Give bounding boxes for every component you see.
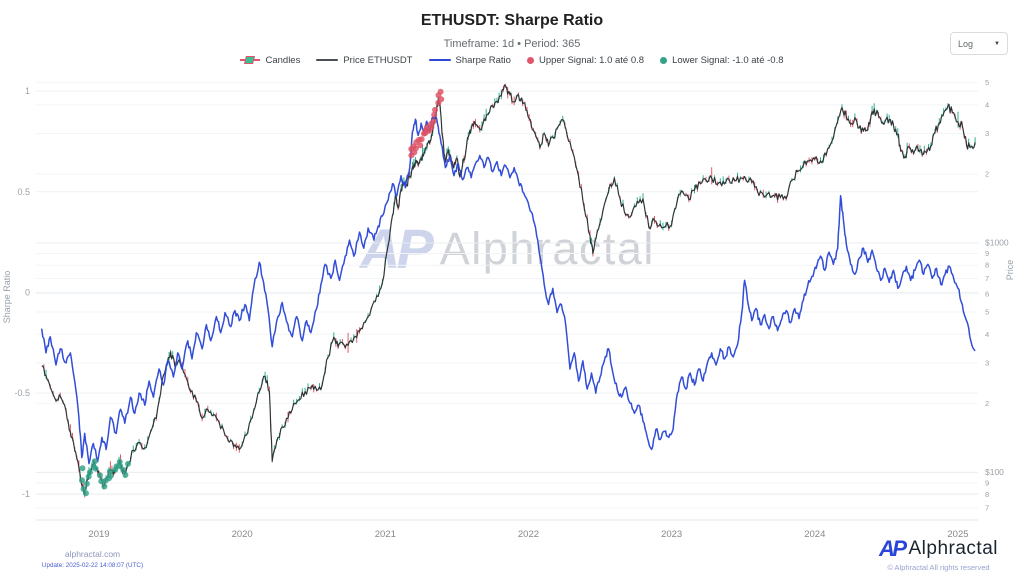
legend-item-candles[interactable]: Candles	[240, 54, 300, 66]
svg-text:9: 9	[985, 249, 989, 258]
update-timestamp: Update: 2025-02-22 14:08:07 (UTC)	[41, 562, 144, 569]
svg-text:2023: 2023	[661, 529, 682, 540]
svg-text:-0.5: -0.5	[14, 388, 30, 398]
svg-text:Sharpe Ratio: Sharpe Ratio	[2, 271, 12, 324]
legend-item-label: Price ETHUSDT	[343, 54, 413, 66]
page-title: ETHUSDT: Sharpe Ratio	[420, 12, 604, 29]
svg-text:$100: $100	[985, 467, 1004, 477]
svg-text:2019: 2019	[88, 529, 109, 540]
svg-text:1: 1	[25, 86, 30, 96]
legend-item-lower-signal[interactable]: Lower Signal: -1.0 até -0.8	[660, 54, 784, 66]
svg-text:2022: 2022	[518, 529, 539, 540]
copyright-text: © Alphractal All rights reserved	[887, 563, 990, 572]
legend-item-price-ethusdt[interactable]: Price ETHUSDT	[316, 54, 413, 66]
svg-text:3: 3	[985, 129, 989, 138]
svg-text:4: 4	[985, 330, 989, 339]
svg-text:6: 6	[985, 289, 989, 298]
candle-icon	[240, 54, 261, 66]
svg-text:2025: 2025	[947, 529, 968, 540]
legend-item-label: Sharpe Ratio	[455, 54, 511, 66]
svg-text:$1000: $1000	[985, 237, 1009, 247]
brand-row: AP Alphractal	[879, 536, 998, 562]
footer-right: AP Alphractal © Alphractal All rights re…	[879, 536, 998, 572]
legend-item-sharpe-ratio[interactable]: Sharpe Ratio	[428, 54, 511, 66]
scale-select-value: Log	[958, 38, 974, 49]
site-link[interactable]: alphractal.com	[64, 549, 121, 559]
legend-item-label: Lower Signal: -1.0 até -0.8	[672, 54, 784, 66]
dot-icon	[526, 56, 534, 64]
svg-text:5: 5	[985, 78, 989, 87]
svg-text:2024: 2024	[804, 529, 825, 540]
svg-text:2020: 2020	[232, 529, 253, 540]
chevron-down-icon: ▼	[994, 40, 1000, 47]
svg-text:8: 8	[985, 490, 989, 499]
legend: Candles Price ETHUSDT Sharpe Ratio Upper Si…	[0, 54, 1024, 66]
scale-select-dropdown[interactable]: Log ▼	[950, 32, 1008, 55]
legend-item-label: Candles	[265, 54, 301, 66]
svg-text:4: 4	[985, 100, 989, 109]
footer-left: alphractal.com Update: 2025-02-22 14:08:…	[30, 549, 155, 569]
line-swatch-icon	[316, 58, 339, 62]
line-swatch-icon	[428, 58, 451, 62]
svg-text:2: 2	[985, 399, 989, 408]
svg-text:2021: 2021	[375, 529, 396, 540]
svg-text:0: 0	[25, 287, 30, 297]
alphractal-logo-icon: AP	[878, 536, 907, 561]
svg-text:Price: Price	[1005, 260, 1015, 281]
svg-text:-1: -1	[22, 489, 30, 499]
svg-text:7: 7	[985, 503, 989, 512]
svg-text:5: 5	[985, 308, 989, 317]
svg-text:0.5: 0.5	[17, 187, 30, 197]
svg-text:2: 2	[985, 169, 989, 178]
svg-text:3: 3	[985, 358, 989, 367]
legend-item-upper-signal[interactable]: Upper Signal: 1.0 até 0.8	[526, 54, 645, 66]
svg-text:8: 8	[985, 261, 989, 270]
brand-name: Alphractal	[908, 538, 998, 559]
svg-text:9: 9	[985, 478, 989, 487]
chart-subtitle: Timeframe: 1d • Period: 365	[443, 38, 581, 50]
svg-text:7: 7	[985, 274, 989, 283]
legend-item-label: Upper Signal: 1.0 até 0.8	[538, 54, 645, 66]
dot-icon	[660, 56, 668, 64]
